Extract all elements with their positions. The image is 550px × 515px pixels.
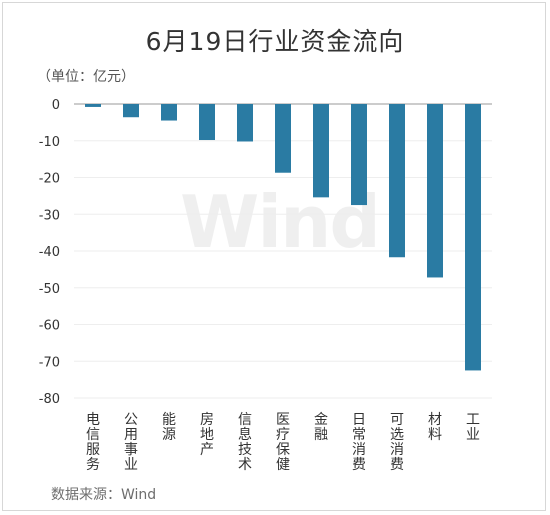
y-tick-label: -50 xyxy=(39,282,60,297)
bar xyxy=(427,104,443,278)
x-category-label: 能源 xyxy=(162,412,176,443)
bar xyxy=(465,104,481,371)
x-category-label: 电信服务 xyxy=(86,412,100,473)
bar xyxy=(161,104,177,121)
x-category-label: 可选消费 xyxy=(390,412,404,473)
y-tick-label: -20 xyxy=(39,172,60,187)
x-category-label: 材料 xyxy=(428,412,442,443)
bar xyxy=(237,104,253,142)
x-category-label: 信息技术 xyxy=(238,412,252,473)
x-category-label: 房地产 xyxy=(200,412,214,458)
chart-title: 6月19日行业资金流向 xyxy=(145,27,405,56)
watermark: Wind xyxy=(180,180,381,264)
x-category-label: 工业 xyxy=(466,412,480,443)
source-note: 数据来源：Wind xyxy=(51,487,157,503)
x-category-label: 日常消费 xyxy=(352,412,366,473)
y-tick-label: -40 xyxy=(39,245,60,260)
x-category-label: 医疗保健 xyxy=(276,412,290,473)
y-tick-label: -70 xyxy=(39,355,60,370)
bar xyxy=(389,104,405,258)
y-tick-label: -60 xyxy=(39,319,60,334)
y-tick-label: -80 xyxy=(39,392,60,407)
bar xyxy=(123,104,139,118)
chart-frame xyxy=(2,2,546,511)
x-category-label: 金融 xyxy=(314,412,328,443)
x-category-label: 公用事业 xyxy=(124,412,138,473)
bar xyxy=(85,104,101,107)
bar xyxy=(199,104,215,141)
unit-label: （单位：亿元） xyxy=(37,69,135,85)
bar xyxy=(275,104,291,173)
bar xyxy=(351,104,367,206)
y-tick-label: -30 xyxy=(39,208,60,223)
bar xyxy=(313,104,329,198)
y-tick-label: 0 xyxy=(52,98,60,113)
y-tick-label: -10 xyxy=(39,135,60,150)
